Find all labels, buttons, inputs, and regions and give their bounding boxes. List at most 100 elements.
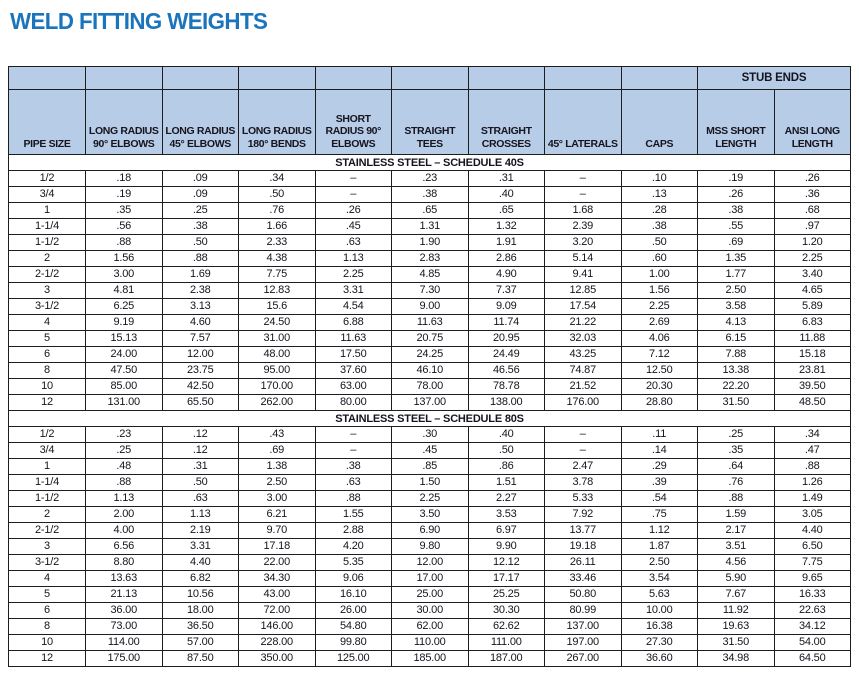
value-cell: .30 xyxy=(391,426,469,443)
value-cell: .38 xyxy=(314,458,392,475)
value-cell: 170.00 xyxy=(238,378,316,395)
value-cell: 95.00 xyxy=(238,362,316,379)
value-cell: .88 xyxy=(314,490,392,507)
value-cell: .26 xyxy=(697,186,775,203)
table-row: 3/4.19.09.50– .38.40– .13.26.36 xyxy=(8,186,851,203)
value-cell: 1.68 xyxy=(544,202,622,219)
pipe-size-cell: 1-1/2 xyxy=(8,490,86,507)
value-cell: 3.20 xyxy=(544,234,622,251)
value-cell: 23.75 xyxy=(161,362,239,379)
value-cell: .12 xyxy=(161,442,239,459)
value-cell: 2.33 xyxy=(238,234,316,251)
value-cell: 31.00 xyxy=(238,330,316,347)
value-cell: .88 xyxy=(85,474,163,491)
table-row: 10 85.00 42.50 170.00 63.00 78.00 78.78 21.52 20… xyxy=(8,378,851,395)
value-cell: 16.38 xyxy=(620,618,698,635)
value-cell: .55 xyxy=(697,218,775,235)
value-cell: 3.78 xyxy=(544,474,622,491)
value-cell: 3.31 xyxy=(314,282,392,299)
value-cell: 1.00 xyxy=(620,266,698,283)
value-cell: .28 xyxy=(620,202,698,219)
value-cell: .69 xyxy=(238,442,316,459)
value-cell: 23.81 xyxy=(773,362,851,379)
value-cell: 9.09 xyxy=(467,298,545,315)
section-header-label: STAINLESS STEEL – SCHEDULE 40S xyxy=(8,154,851,171)
value-cell: 99.80 xyxy=(314,634,392,651)
pipe-size-cell: 3/4 xyxy=(8,442,86,459)
pipe-size-cell: 10 xyxy=(8,634,86,651)
value-cell: 1.77 xyxy=(697,266,775,283)
value-cell: 65.50 xyxy=(161,394,239,411)
value-cell: 6.21 xyxy=(238,506,316,523)
header-band-cell xyxy=(467,66,545,90)
column-header-straight-tees: STRAIGHT TEES xyxy=(391,89,469,155)
table-row: 6 24.00 12.00 48.00 17.50 24.25 24.49 43.25 7.12… xyxy=(8,346,851,363)
value-cell: 1.32 xyxy=(467,218,545,235)
value-cell: 6.25 xyxy=(85,298,163,315)
value-cell: 6.50 xyxy=(773,538,851,555)
value-cell: 2.38 xyxy=(161,282,239,299)
value-cell: 3.40 xyxy=(773,266,851,283)
value-cell: 4.40 xyxy=(773,522,851,539)
value-cell: .85 xyxy=(391,458,469,475)
value-cell: – xyxy=(544,442,622,459)
table-row: 3-1/2 6.25 3.13 15.6 4.54 9.00 9.09 17.54 2.25 3.… xyxy=(8,298,851,315)
value-cell: 21.13 xyxy=(85,586,163,603)
page-title: WELD FITTING WEIGHTS xyxy=(10,8,268,34)
value-cell: .09 xyxy=(161,170,239,187)
value-cell: 74.87 xyxy=(544,362,622,379)
value-cell: 21.22 xyxy=(544,314,622,331)
value-cell: – xyxy=(544,170,622,187)
value-cell: 12.83 xyxy=(238,282,316,299)
value-cell: 11.88 xyxy=(773,330,851,347)
value-cell: .38 xyxy=(697,202,775,219)
value-cell: .76 xyxy=(238,202,316,219)
value-cell: 20.75 xyxy=(391,330,469,347)
value-cell: 7.92 xyxy=(544,506,622,523)
pipe-size-cell: 1-1/4 xyxy=(8,218,86,235)
value-cell: 12.50 xyxy=(620,362,698,379)
value-cell: .50 xyxy=(238,186,316,203)
section-header-row: STAINLESS STEEL – SCHEDULE 40S xyxy=(8,154,851,171)
value-cell: 13.77 xyxy=(544,522,622,539)
value-cell: 7.57 xyxy=(161,330,239,347)
table-row: 12 175.00 87.50 350.00 125.00 185.00 187.00 267… xyxy=(8,650,851,667)
value-cell: 19.18 xyxy=(544,538,622,555)
value-cell: 1.56 xyxy=(620,282,698,299)
value-cell: 17.54 xyxy=(544,298,622,315)
table-row: 2-1/2 3.00 1.69 7.75 2.25 4.85 4.90 9.41 1.00 1.7… xyxy=(8,266,851,283)
value-cell: 1.13 xyxy=(314,250,392,267)
pipe-size-cell: 5 xyxy=(8,586,86,603)
value-cell: .14 xyxy=(620,442,698,459)
table-row: 3 4.81 2.38 12.83 3.31 7.30 7.37 12.85 1.56 2.50 4… xyxy=(8,282,851,299)
value-cell: 22.20 xyxy=(697,378,775,395)
value-cell: 6.15 xyxy=(697,330,775,347)
value-cell: 33.46 xyxy=(544,570,622,587)
pipe-size-cell: 2-1/2 xyxy=(8,522,86,539)
table-row: 1.35.25.76.26.65.65 1.68.28.38.68 xyxy=(8,202,851,219)
table-header: STUB ENDS PIPE SIZE LONG RADIUS 90° ELBOWS… xyxy=(8,66,851,155)
value-cell: 1.51 xyxy=(467,474,545,491)
value-cell: 197.00 xyxy=(544,634,622,651)
value-cell: .36 xyxy=(773,186,851,203)
value-cell: 36.50 xyxy=(161,618,239,635)
header-band-cell xyxy=(391,66,469,90)
value-cell: .50 xyxy=(161,234,239,251)
table-row: 8 47.50 23.75 95.00 37.60 46.10 46.56 74.87 12.5… xyxy=(8,362,851,379)
value-cell: 17.18 xyxy=(238,538,316,555)
value-cell: 1.13 xyxy=(85,490,163,507)
table-row: 12 131.00 65.50 262.00 80.00 137.00 138.00 176.… xyxy=(8,394,851,411)
value-cell: .64 xyxy=(697,458,775,475)
value-cell: 11.74 xyxy=(467,314,545,331)
pipe-size-cell: 4 xyxy=(8,314,86,331)
pipe-size-cell: 10 xyxy=(8,378,86,395)
pipe-size-cell: 6 xyxy=(8,346,86,363)
value-cell: 24.50 xyxy=(238,314,316,331)
pipe-size-cell: 1-1/4 xyxy=(8,474,86,491)
value-cell: 43.00 xyxy=(238,586,316,603)
value-cell: 1.26 xyxy=(773,474,851,491)
value-cell: .31 xyxy=(467,170,545,187)
value-cell: .25 xyxy=(85,442,163,459)
value-cell: 46.10 xyxy=(391,362,469,379)
value-cell: 80.00 xyxy=(314,394,392,411)
